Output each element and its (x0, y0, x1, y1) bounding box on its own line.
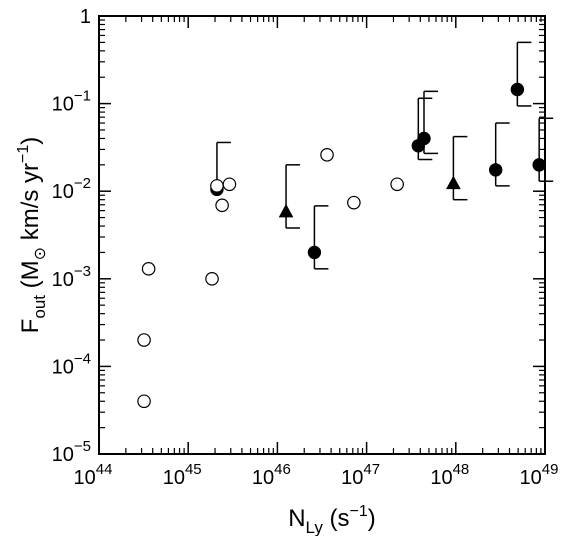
filled-triangle-point (278, 203, 294, 218)
plot-frame (98, 15, 546, 455)
open-circle-point (141, 262, 156, 276)
error-bars (216, 41, 554, 270)
x-tick-labels: 1044 1045 1046 1047 1048 1049 (74, 461, 559, 489)
y-tick-label: 10−1 (52, 88, 91, 116)
axis-ticks (99, 16, 545, 454)
y-tick-label: 10−3 (52, 263, 91, 291)
y-tick-labels: 10−5 10−4 10−3 10−2 10−1 1 (52, 6, 91, 466)
y-tick-label: 10−4 (52, 350, 91, 378)
open-circle-point (210, 179, 224, 193)
open-circle-point (137, 394, 151, 409)
filled-triangle-point (446, 175, 461, 190)
x-tick-label: 1046 (252, 461, 291, 489)
data-markers (137, 82, 546, 409)
y-tick-label: 10−2 (52, 175, 91, 203)
filled-circle-point (488, 163, 503, 177)
filled-circle-point (307, 245, 322, 260)
x-tick-label: 1047 (341, 461, 380, 489)
x-tick-label: 1048 (430, 461, 469, 489)
open-circle-point (390, 177, 404, 192)
x-tick-label: 1044 (74, 461, 113, 489)
y-tick-label: 10−5 (52, 438, 91, 466)
x-tick-label: 1049 (520, 461, 559, 489)
open-circle-point (222, 177, 237, 192)
filled-circle-point (532, 158, 546, 172)
x-tick-label: 1045 (163, 461, 202, 489)
open-circle-point (320, 148, 334, 162)
open-circle-point (137, 333, 151, 347)
open-circle-point (205, 271, 219, 286)
open-circle-point (347, 195, 361, 210)
open-circle-point (215, 198, 229, 213)
y-tick-label: 1 (80, 6, 91, 28)
filled-circle-point (417, 131, 431, 146)
y-axis-label: Fout (M⊙ km/s yr−1) (15, 137, 49, 334)
filled-circle-point (510, 82, 525, 97)
x-axis-label: NLy (s−1) (288, 503, 376, 536)
